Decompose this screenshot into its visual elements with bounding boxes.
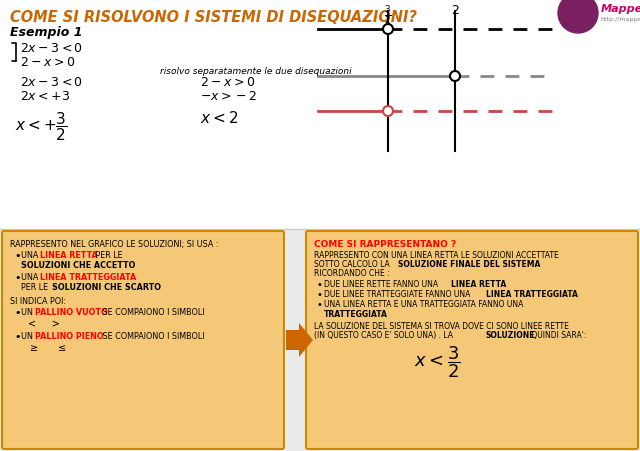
Text: •: • — [14, 272, 20, 282]
Text: RAPPRESENTO CON UNA LINEA RETTA LE SOLUZIONI ACCETTATE: RAPPRESENTO CON UNA LINEA RETTA LE SOLUZ… — [314, 250, 559, 259]
Text: UNA: UNA — [21, 250, 41, 259]
Text: QUINDI SARA':: QUINDI SARA': — [529, 330, 586, 339]
Text: UNA: UNA — [21, 272, 41, 281]
Text: LINEA TRATTEGGIATA: LINEA TRATTEGGIATA — [40, 272, 136, 281]
Text: DUE LINEE RETTE FANNO UNA: DUE LINEE RETTE FANNO UNA — [324, 279, 440, 288]
Text: $2x < +3$: $2x < +3$ — [20, 90, 70, 103]
Text: $2 - x > 0$: $2 - x > 0$ — [200, 76, 255, 89]
Text: PER LE: PER LE — [93, 250, 125, 259]
Text: $\frac{3}{2}$: $\frac{3}{2}$ — [384, 4, 392, 26]
Text: •: • — [14, 331, 20, 341]
Text: SE COMPAIONO I SIMBOLI: SE COMPAIONO I SIMBOLI — [100, 307, 205, 316]
FancyBboxPatch shape — [306, 231, 638, 449]
Text: PALLINO PIENO: PALLINO PIENO — [35, 331, 104, 340]
Text: $x < +\dfrac{3}{2}$: $x < +\dfrac{3}{2}$ — [15, 110, 68, 143]
Circle shape — [558, 0, 598, 34]
Text: <     >: < > — [28, 318, 60, 328]
Text: RICORDANDO CHE :: RICORDANDO CHE : — [314, 268, 390, 277]
Text: SI INDICA POI:: SI INDICA POI: — [10, 296, 66, 305]
Circle shape — [383, 107, 393, 117]
Circle shape — [383, 25, 393, 35]
Text: •: • — [14, 250, 20, 260]
Text: COME SI RAPPRESENTANO ?: COME SI RAPPRESENTANO ? — [314, 239, 456, 249]
Text: http://mappe-dsa.blogspot.it/: http://mappe-dsa.blogspot.it/ — [600, 17, 640, 22]
Text: PALLINO VUOTO: PALLINO VUOTO — [35, 307, 108, 316]
Circle shape — [450, 72, 460, 82]
FancyBboxPatch shape — [2, 231, 284, 449]
Text: SE COMPAIONO I SIMBOLI: SE COMPAIONO I SIMBOLI — [100, 331, 205, 340]
Text: SOLUZIONI CHE SCARTO: SOLUZIONI CHE SCARTO — [52, 282, 161, 291]
Text: •: • — [317, 299, 323, 309]
Text: PER LE: PER LE — [21, 282, 51, 291]
Text: $\geq$     $\leq$: $\geq$ $\leq$ — [28, 342, 67, 352]
Polygon shape — [286, 323, 313, 357]
Text: RAPPRESENTO NEL GRAFICO LE SOLUZIONI; SI USA :: RAPPRESENTO NEL GRAFICO LE SOLUZIONI; SI… — [10, 239, 218, 249]
Text: UN: UN — [21, 307, 35, 316]
Text: SOLUZIONE FINALE DEL SISTEMA: SOLUZIONE FINALE DEL SISTEMA — [398, 259, 540, 268]
Text: •: • — [317, 279, 323, 290]
Text: LINEA TRATTEGGIATA: LINEA TRATTEGGIATA — [486, 290, 578, 299]
Text: $x < 2$: $x < 2$ — [200, 110, 238, 126]
Text: $2$: $2$ — [451, 4, 460, 17]
Text: •: • — [14, 307, 20, 318]
Text: LINEA RETTA: LINEA RETTA — [451, 279, 506, 288]
Text: Mappe-DSA: Mappe-DSA — [601, 4, 640, 14]
Text: risolvo separatamente le due disequazioni: risolvo separatamente le due disequazion… — [160, 67, 351, 76]
FancyBboxPatch shape — [0, 0, 640, 230]
Text: COME SI RISOLVONO I SISTEMI DI DISEQUAZIONI?: COME SI RISOLVONO I SISTEMI DI DISEQUAZI… — [10, 10, 417, 25]
Text: UN: UN — [21, 331, 35, 340]
Text: SOLUZIONE: SOLUZIONE — [485, 330, 534, 339]
Text: DUE LINEE TRATTEGGIATE FANNO UNA: DUE LINEE TRATTEGGIATE FANNO UNA — [324, 290, 473, 299]
Text: •: • — [317, 290, 323, 299]
Text: $2 - x > 0$: $2 - x > 0$ — [20, 56, 75, 69]
Text: $-x > -2$: $-x > -2$ — [200, 90, 257, 103]
Text: $2x - 3 < 0$: $2x - 3 < 0$ — [20, 42, 83, 55]
Text: (IN QUESTO CASO E' SOLO UNA) . LA: (IN QUESTO CASO E' SOLO UNA) . LA — [314, 330, 456, 339]
Text: TRATTEGGIATA: TRATTEGGIATA — [324, 309, 388, 318]
Text: Esempio 1: Esempio 1 — [10, 26, 83, 39]
Text: SOTTO CALCOLO LA: SOTTO CALCOLO LA — [314, 259, 392, 268]
Text: LINEA RETTA: LINEA RETTA — [40, 250, 98, 259]
Text: SOLUZIONI CHE ACCETTO: SOLUZIONI CHE ACCETTO — [21, 260, 136, 269]
Text: $2x - 3 < 0$: $2x - 3 < 0$ — [20, 76, 83, 89]
Text: $x < \dfrac{3}{2}$: $x < \dfrac{3}{2}$ — [414, 343, 461, 379]
Text: UNA LINEA RETTA E UNA TRATTEGGIATA FANNO UNA: UNA LINEA RETTA E UNA TRATTEGGIATA FANNO… — [324, 299, 524, 308]
Text: LA SOLUZIONE DEL SISTEMA SI TROVA DOVE CI SONO LINEE RETTE: LA SOLUZIONE DEL SISTEMA SI TROVA DOVE C… — [314, 321, 569, 330]
